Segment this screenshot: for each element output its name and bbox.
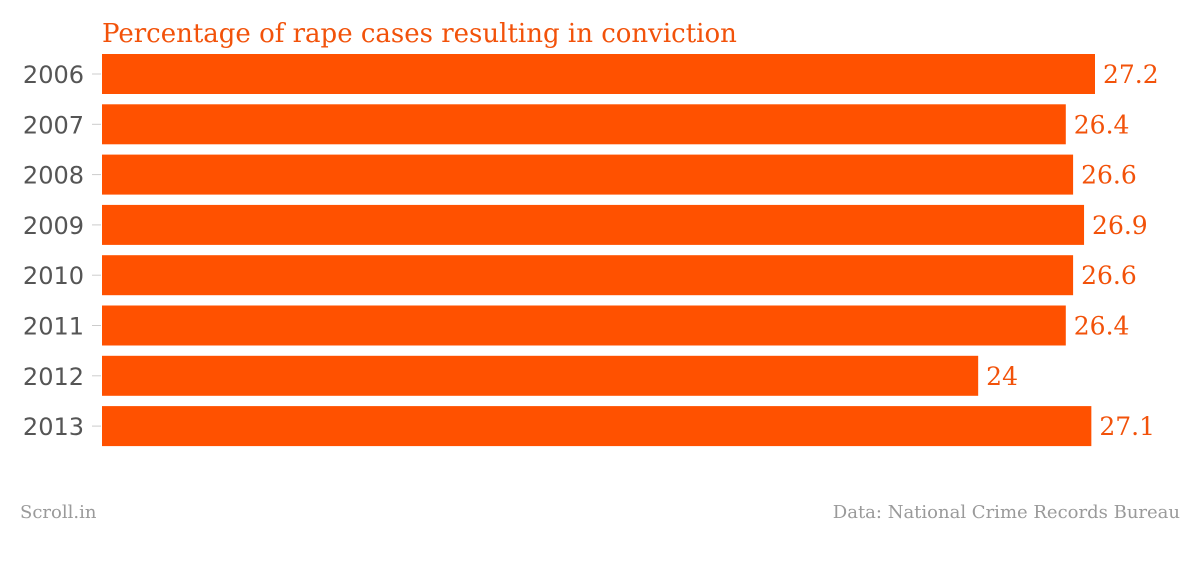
y-tick-label: 2010 bbox=[23, 262, 84, 290]
data-label-2013: 27.1 bbox=[1099, 412, 1155, 441]
y-tick-label: 2007 bbox=[23, 111, 84, 139]
data-label-2007: 26.4 bbox=[1074, 110, 1130, 139]
footer-source-left: Scroll.in bbox=[20, 502, 97, 523]
y-tick-label: 2009 bbox=[23, 212, 84, 240]
bar-2009 bbox=[102, 204, 1085, 245]
data-label-2011: 26.4 bbox=[1074, 312, 1130, 341]
bar-2007 bbox=[102, 104, 1066, 145]
bar-2010 bbox=[102, 255, 1074, 296]
bars-layer: 2006 27.2 2007 26.4 2008 26.6 2009 26.9 2010 26.6… bbox=[23, 54, 1159, 447]
data-label-2009: 26.9 bbox=[1092, 211, 1148, 240]
y-tick-label: 2008 bbox=[23, 162, 84, 190]
bar-2013 bbox=[102, 406, 1092, 447]
data-label-2008: 26.6 bbox=[1081, 161, 1137, 190]
chart-title: Percentage of rape cases resulting in co… bbox=[102, 19, 737, 49]
y-tick-label: 2011 bbox=[23, 313, 84, 341]
bar-2006 bbox=[102, 54, 1095, 94]
bar-2012 bbox=[102, 355, 979, 396]
bar-2011 bbox=[102, 305, 1066, 346]
y-tick-label: 2012 bbox=[23, 363, 84, 391]
bar-2008 bbox=[102, 154, 1074, 195]
footer-source-right: Data: National Crime Records Bureau bbox=[833, 502, 1180, 523]
data-label-2010: 26.6 bbox=[1081, 261, 1137, 290]
data-label-2012: 24 bbox=[986, 362, 1018, 391]
data-label-2006: 27.2 bbox=[1103, 60, 1159, 89]
y-tick-label: 2013 bbox=[23, 413, 84, 441]
y-tick-label: 2006 bbox=[23, 61, 84, 89]
